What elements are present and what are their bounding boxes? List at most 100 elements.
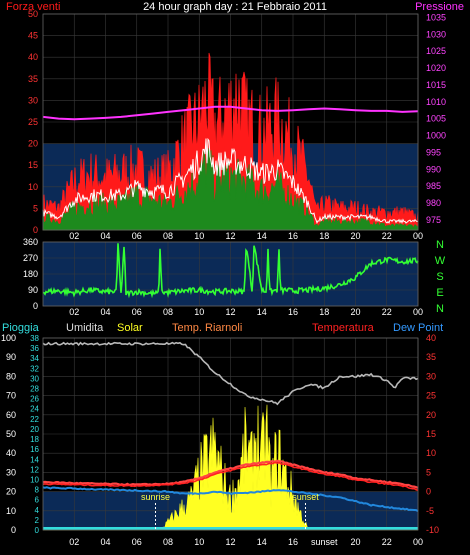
humidity-tick-label-10: 10 [6, 506, 16, 516]
legend-dew-point: Dew Point [393, 322, 443, 334]
wind-xtick-00: 00 [413, 231, 423, 241]
humidity-tick-label-90: 90 [6, 352, 16, 362]
panel-border-0 [42, 13, 419, 231]
humidity-tick-label-60: 60 [6, 410, 16, 420]
wind-tick-label-15: 15 [28, 160, 38, 170]
rain-tick-label-36: 36 [30, 344, 39, 353]
rain-tick-label-28: 28 [30, 385, 39, 394]
temp-tick-label-35: 35 [426, 352, 436, 362]
series-wind-direction [42, 243, 419, 299]
wind-xtick-22: 22 [382, 231, 392, 241]
wind-tick-label-40: 40 [28, 52, 38, 62]
temp-xtick-20: 20 [350, 537, 360, 547]
pressure-tick-label-975: 975 [426, 215, 441, 225]
series-dew-point [42, 486, 419, 512]
temp-xtick-06: 06 [132, 537, 142, 547]
direction-tick-label-270: 270 [23, 253, 38, 263]
direction-tick-label-90: 90 [28, 285, 38, 295]
direction-tick-label-0: 0 [33, 301, 38, 311]
legend-temperatura: Temperatura [312, 322, 375, 334]
panel-border-1 [42, 241, 419, 307]
temp-xtick-14: 14 [257, 537, 267, 547]
rain-tick-label-26: 26 [30, 395, 39, 404]
series-temp-riarnoli [42, 459, 419, 489]
panel-border-2 [42, 337, 419, 531]
rain-tick-label-12: 12 [30, 465, 39, 474]
legend-umidita: Umidita [66, 322, 104, 334]
pressure-tick-label-1005: 1005 [426, 114, 446, 124]
wind-tick-label-50: 50 [28, 9, 38, 19]
direction-xtick-12: 12 [225, 307, 235, 317]
rain-tick-label-6: 6 [35, 496, 40, 505]
humidity-tick-label-70: 70 [6, 391, 16, 401]
pressure-tick-label-1020: 1020 [426, 63, 446, 73]
wind-tick-label-5: 5 [33, 203, 38, 213]
wind-xtick-04: 04 [100, 231, 110, 241]
temp-xtick-12: 12 [225, 537, 235, 547]
pressure-tick-label-1010: 1010 [426, 97, 446, 107]
temp-xtick-22: 22 [382, 537, 392, 547]
rain-tick-label-4: 4 [35, 506, 40, 515]
wind-axis-title: Forza venti [6, 1, 60, 13]
humidity-tick-label-0: 0 [11, 525, 16, 535]
direction-tick-label-360: 360 [23, 237, 38, 247]
wind-xtick-08: 08 [163, 231, 173, 241]
temp-tick-label-20: 20 [426, 410, 436, 420]
wind-tick-label-25: 25 [28, 117, 38, 127]
wind-xtick-10: 10 [194, 231, 204, 241]
humidity-tick-label-20: 20 [6, 487, 16, 497]
pressure-tick-label-995: 995 [426, 147, 441, 157]
pressure-tick-label-980: 980 [426, 198, 441, 208]
rain-tick-label-38: 38 [30, 334, 39, 343]
direction-xtick-18: 18 [319, 307, 329, 317]
temp-xtick-02: 02 [69, 537, 79, 547]
rain-tick-label-16: 16 [30, 445, 39, 454]
temp-xtick-04: 04 [100, 537, 110, 547]
rain-tick-label-30: 30 [30, 374, 39, 383]
series-temperatura [42, 461, 419, 491]
direction-letter-E-3: E [436, 287, 443, 299]
temp-xtick-sunset: sunset [311, 537, 338, 547]
rain-tick-label-32: 32 [30, 364, 39, 373]
series-wind-gust [42, 52, 419, 231]
pressure-tick-label-990: 990 [426, 164, 441, 174]
temp-xtick-16: 16 [288, 537, 298, 547]
temp-tick-label-30: 30 [426, 371, 436, 381]
rain-tick-label-0: 0 [35, 526, 40, 535]
rain-tick-label-2: 2 [35, 516, 40, 525]
temp-tick-label-40: 40 [426, 333, 436, 343]
direction-letter-W-1: W [435, 255, 446, 267]
wind-xtick-14: 14 [257, 231, 267, 241]
pressure-tick-label-1000: 1000 [426, 131, 446, 141]
humidity-tick-label-30: 30 [6, 467, 16, 477]
pressure-tick-label-1030: 1030 [426, 29, 446, 39]
rain-tick-label-24: 24 [30, 405, 39, 414]
direction-xtick-20: 20 [350, 307, 360, 317]
humidity-tick-label-50: 50 [6, 429, 16, 439]
temp-tick-label-10: 10 [426, 448, 436, 458]
wind-xtick-02: 02 [69, 231, 79, 241]
rain-tick-label-14: 14 [30, 455, 39, 464]
wind-tick-label-35: 35 [28, 74, 38, 84]
rain-tick-label-8: 8 [35, 486, 40, 495]
legend-pioggia: Pioggia [2, 322, 40, 334]
temp-xtick-00: 00 [413, 537, 423, 547]
direction-letter-N-0: N [436, 239, 444, 251]
direction-xtick-06: 06 [132, 307, 142, 317]
humidity-tick-label-80: 80 [6, 371, 16, 381]
pressure-tick-label-985: 985 [426, 181, 441, 191]
humidity-tick-label-100: 100 [1, 333, 16, 343]
legend-temp-riarnoli: Temp. Riarnoli [172, 322, 242, 334]
wind-tick-label-0: 0 [33, 225, 38, 235]
direction-xtick-16: 16 [288, 307, 298, 317]
direction-letter-S-2: S [436, 271, 443, 283]
legend-solar: Solar [117, 322, 143, 334]
humidity-tick-label-40: 40 [6, 448, 16, 458]
rain-tick-label-10: 10 [30, 475, 39, 484]
direction-xtick-10: 10 [194, 307, 204, 317]
sunrise-label: sunrise [141, 492, 170, 502]
rain-tick-label-18: 18 [30, 435, 39, 444]
direction-xtick-00: 00 [413, 307, 423, 317]
temp-tick-label-15: 15 [426, 429, 436, 439]
direction-letter-N-4: N [436, 303, 444, 315]
